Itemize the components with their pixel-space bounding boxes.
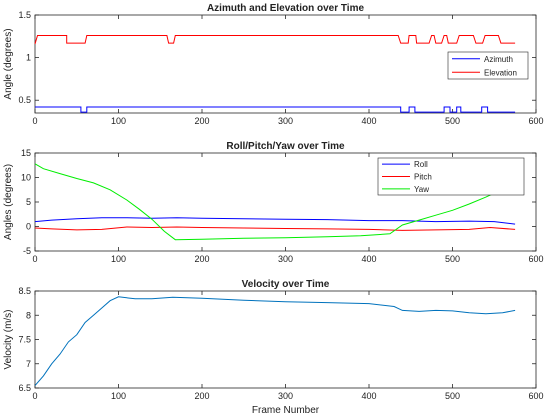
x-tick-label: 400 bbox=[361, 391, 376, 401]
legend: Roll Pitch Yaw bbox=[377, 157, 525, 196]
series-line-roll bbox=[34, 217, 516, 225]
x-tick-label: 0 bbox=[32, 254, 37, 264]
y-tick-label: 10 bbox=[21, 173, 31, 183]
y-tick-label: -5 bbox=[23, 246, 31, 256]
x-tick-label: 100 bbox=[111, 391, 126, 401]
y-axis-label: Angles (degrees) bbox=[3, 164, 14, 240]
x-tick-label: 400 bbox=[361, 254, 376, 264]
x-tick-label: 0 bbox=[32, 391, 37, 401]
x-tick-label: 500 bbox=[445, 391, 460, 401]
y-tick-label: 0 bbox=[26, 222, 31, 232]
x-tick-label: 100 bbox=[111, 116, 126, 126]
y-tick-label: 5 bbox=[26, 197, 31, 207]
legend-box bbox=[447, 51, 529, 80]
plot-frame bbox=[34, 290, 537, 389]
y-tick-label: 7.5 bbox=[18, 335, 31, 345]
legend-label: Roll bbox=[414, 160, 428, 169]
y-tick-label: 8 bbox=[26, 310, 31, 320]
x-tick-label: 600 bbox=[528, 116, 543, 126]
series-line-azimuth bbox=[35, 106, 516, 113]
series-line-elevation bbox=[34, 35, 516, 45]
y-tick-label: 7 bbox=[26, 359, 31, 369]
x-tick-label: 300 bbox=[278, 116, 293, 126]
x-tick-label: 600 bbox=[528, 254, 543, 264]
x-tick-label: 200 bbox=[194, 391, 209, 401]
y-tick-label: 8.5 bbox=[18, 286, 31, 296]
legend-label: Elevation bbox=[484, 68, 517, 77]
x-tick-label: 600 bbox=[528, 391, 543, 401]
series-line-pitch bbox=[34, 226, 516, 231]
y-tick-label: 6.5 bbox=[18, 383, 31, 393]
plot-3: Velocity over Time 0 100 200 300 400 500 600 6.5… bbox=[3, 279, 544, 416]
y-tick-label: 0.5 bbox=[18, 95, 31, 105]
series-line-yaw bbox=[34, 163, 516, 241]
x-tick-label: 300 bbox=[278, 391, 293, 401]
x-tick-label: 200 bbox=[194, 116, 209, 126]
y-tick-label: 1 bbox=[26, 53, 31, 63]
x-tick-label: 500 bbox=[445, 116, 460, 126]
legend-label: Azimuth bbox=[484, 55, 513, 64]
y-tick-label: 1.5 bbox=[18, 10, 31, 20]
legend-label: Pitch bbox=[414, 173, 432, 182]
y-axis-label: Angle (degrees) bbox=[3, 28, 14, 99]
plot-title: Velocity over Time bbox=[242, 279, 330, 290]
plot-1: Azimuth and Elevation over Time 0 100 200 30… bbox=[3, 3, 544, 126]
y-tick-label: 15 bbox=[21, 148, 31, 158]
x-axis-label: Frame Number bbox=[252, 405, 320, 416]
legend-label: Yaw bbox=[414, 185, 429, 194]
plot-title: Roll/Pitch/Yaw over Time bbox=[226, 141, 345, 152]
legend: Azimuth Elevation bbox=[447, 51, 529, 80]
x-tick-label: 0 bbox=[32, 116, 37, 126]
x-tick-label: 100 bbox=[111, 254, 126, 264]
x-tick-label: 300 bbox=[278, 254, 293, 264]
plot-title: Azimuth and Elevation over Time bbox=[207, 3, 365, 14]
series-line-velocity bbox=[34, 296, 516, 386]
x-tick-label: 200 bbox=[194, 254, 209, 264]
y-axis-label: Velocity (m/s) bbox=[3, 309, 14, 369]
x-tick-label: 400 bbox=[361, 116, 376, 126]
x-tick-label: 500 bbox=[445, 254, 460, 264]
